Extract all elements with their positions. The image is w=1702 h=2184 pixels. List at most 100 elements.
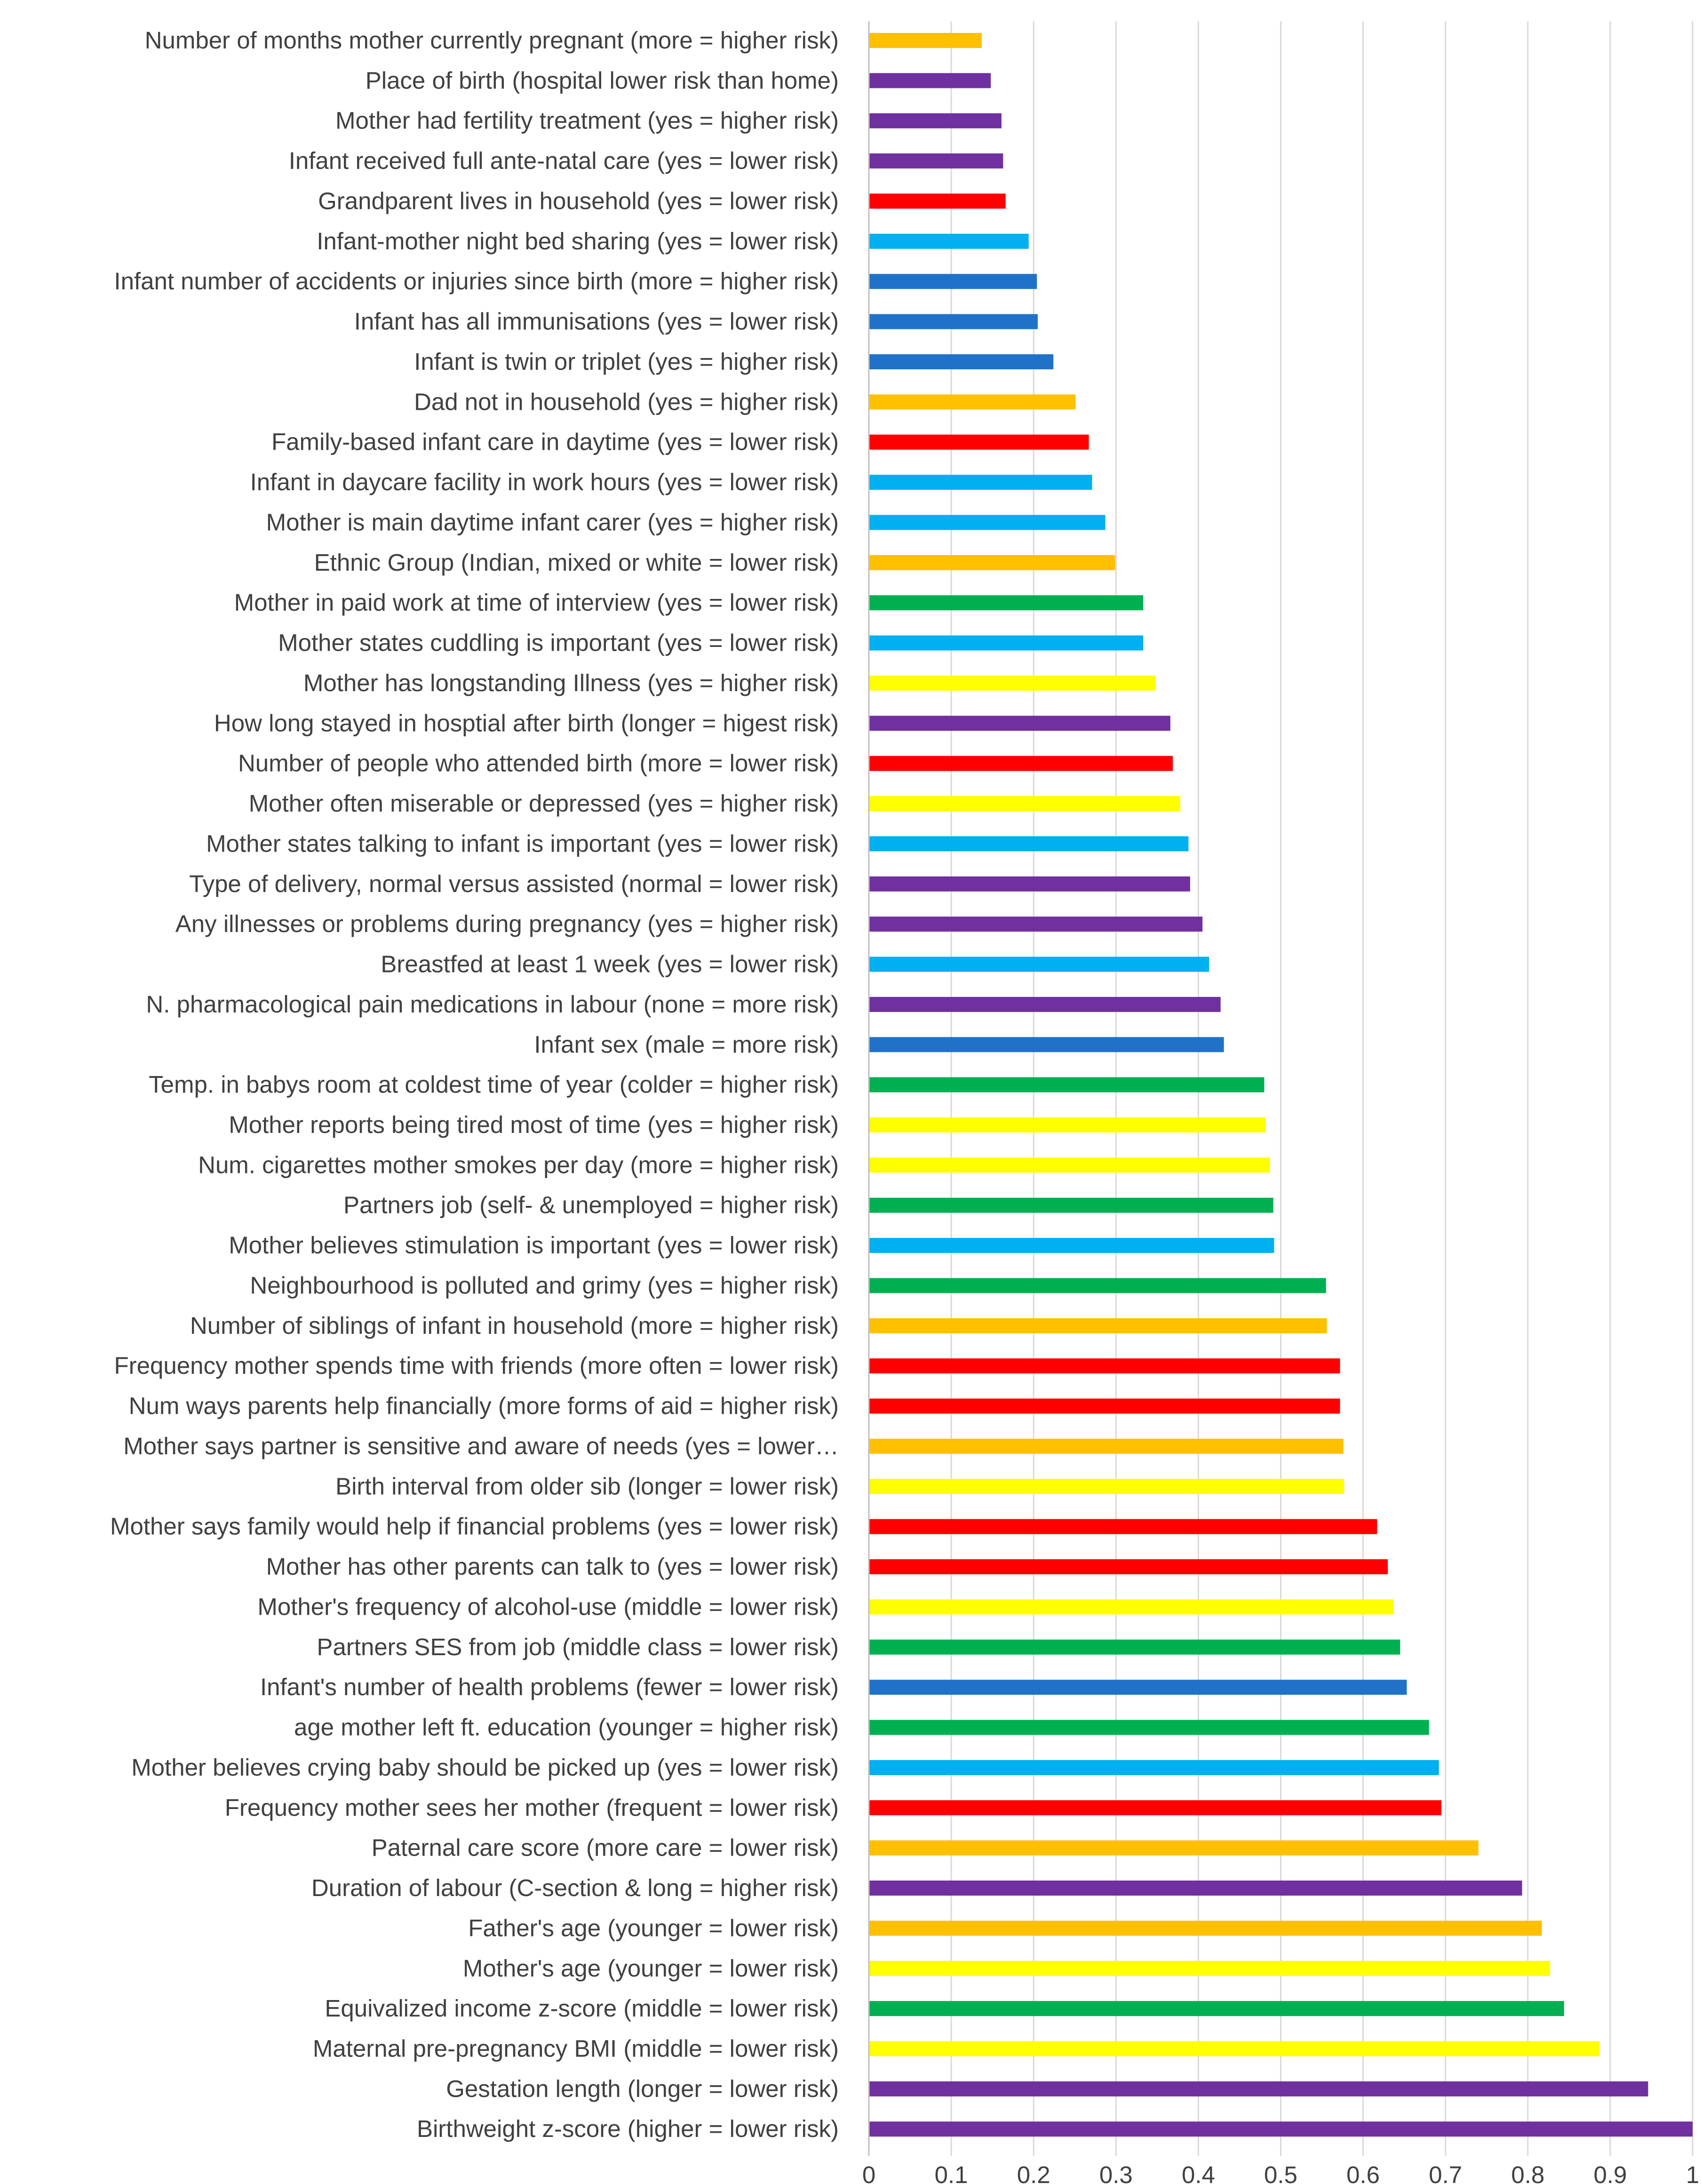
- category-label: Mother says family would help if financi…: [110, 1513, 839, 1540]
- category-label: Mother often miserable or depressed (yes…: [249, 790, 839, 817]
- bar: [869, 394, 1076, 410]
- category-label: Infant has all immunisations (yes = lowe…: [354, 308, 839, 335]
- category-label: Place of birth (hospital lower risk than…: [366, 67, 839, 94]
- category-label: Dad not in household (yes = higher risk): [414, 388, 839, 415]
- category-label: Mother says partner is sensitive and awa…: [123, 1433, 839, 1459]
- bar: [869, 193, 1006, 209]
- category-label: Mother states cuddling is important (yes…: [278, 630, 839, 656]
- bar: [869, 716, 1170, 731]
- bar: [869, 956, 1209, 972]
- category-label: Mother's age (younger = lower risk): [463, 1955, 839, 1982]
- bar: [869, 1037, 1224, 1052]
- bar: [869, 876, 1190, 892]
- bar: [869, 595, 1144, 611]
- category-label: Birth interval from older sib (longer = …: [335, 1473, 839, 1499]
- category-label: Birthweight z-score (higher = lower risk…: [417, 2115, 839, 2142]
- category-label: Infant-mother night bed sharing (yes = l…: [317, 228, 839, 255]
- category-label: How long stayed in hosptial after birth …: [214, 709, 839, 736]
- bar: [869, 314, 1038, 329]
- category-label: Maternal pre-pregnancy BMI (middle = low…: [313, 2035, 839, 2062]
- bar: [869, 1519, 1377, 1534]
- x-tick-label: 0.5: [1264, 2161, 1297, 2184]
- bar: [869, 836, 1189, 852]
- category-label: Number of months mother currently pregna…: [145, 27, 839, 54]
- bar: [869, 1680, 1407, 1695]
- category-label: Type of delivery, normal versus assisted…: [189, 870, 839, 897]
- bar: [869, 1238, 1274, 1253]
- bar: [869, 2081, 1648, 2096]
- category-label: Frequency mother sees her mother (freque…: [225, 1794, 839, 1821]
- category-label: Num ways parents help financially (more …: [129, 1393, 839, 1419]
- bar: [869, 1800, 1441, 1816]
- bar: [869, 1318, 1327, 1333]
- bar: [869, 1760, 1439, 1775]
- category-label: Family-based infant care in daytime (yes…: [271, 429, 839, 455]
- category-label: Breastfed at least 1 week (yes = lower r…: [381, 951, 839, 978]
- category-label: Infant received full ante-natal care (ye…: [289, 147, 839, 174]
- category-label: Num. cigarettes mother smokes per day (m…: [198, 1151, 839, 1178]
- bar: [869, 2041, 1600, 2056]
- bar: [869, 1961, 1551, 1976]
- category-label: Ethnic Group (Indian, mixed or white = l…: [314, 549, 839, 576]
- bar: [869, 1479, 1344, 1494]
- category-label: Mother in paid work at time of interview…: [234, 589, 839, 616]
- bar: [869, 475, 1092, 490]
- bar: [869, 153, 1003, 169]
- category-label: Mother believes stimulation is important…: [229, 1232, 839, 1259]
- category-labels: Number of months mother currently pregna…: [110, 27, 839, 2142]
- category-label: Frequency mother spends time with friend…: [114, 1352, 839, 1379]
- gridlines: [950, 21, 1694, 2156]
- bar: [869, 2121, 1693, 2137]
- bar: [869, 1278, 1326, 1293]
- bar: [869, 1720, 1429, 1735]
- category-label: Duration of labour (C-section & long = h…: [311, 1874, 839, 1901]
- category-label: Father's age (younger = lower risk): [468, 1914, 839, 1941]
- x-tick-label: 0.8: [1511, 2161, 1544, 2184]
- bar: [869, 555, 1115, 570]
- bar: [869, 635, 1144, 651]
- bar: [869, 1639, 1400, 1655]
- category-label: Mother believes crying baby should be pi…: [131, 1754, 839, 1781]
- category-label: Number of people who attended birth (mor…: [238, 750, 839, 777]
- x-tick-label: 0.2: [1017, 2161, 1050, 2184]
- bar: [869, 1559, 1388, 1575]
- category-label: age mother left ft. education (younger =…: [294, 1714, 839, 1741]
- category-label: Equivalized income z-score (middle = low…: [325, 1995, 839, 2022]
- bar: [869, 1921, 1542, 1936]
- bar: [869, 113, 1002, 128]
- category-label: Number of siblings of infant in househol…: [190, 1312, 839, 1339]
- bar: [869, 1599, 1394, 1615]
- x-tick-label: 0: [862, 2161, 875, 2184]
- bar: [869, 1438, 1344, 1454]
- bar: [869, 233, 1029, 249]
- category-label: Mother states talking to infant is impor…: [206, 830, 839, 857]
- x-tick-label: 0.3: [1099, 2161, 1133, 2184]
- x-axis: 0 0.1 0.2 0.3 0.4 0.5 0.6 0.7 0.8 0.9 1: [862, 21, 1699, 2184]
- category-label: Any illnesses or problems during pregnan…: [175, 910, 839, 937]
- bar: [869, 1117, 1266, 1132]
- bar: [869, 2001, 1564, 2017]
- bar: [869, 1840, 1479, 1856]
- bar: [869, 796, 1180, 812]
- category-label: Mother had fertility treatment (yes = hi…: [335, 107, 839, 134]
- category-label: Infant in daycare facility in work hours…: [250, 469, 839, 495]
- category-label: N. pharmacological pain medications in l…: [146, 991, 839, 1018]
- bar: [869, 1077, 1265, 1092]
- bar: [869, 1197, 1273, 1213]
- bar: [869, 274, 1037, 289]
- bar: [869, 434, 1089, 450]
- x-tick-label: 0.4: [1182, 2161, 1215, 2184]
- bar: [869, 996, 1221, 1012]
- bar: [869, 917, 1203, 932]
- category-label: Infant's number of health problems (fewe…: [260, 1674, 839, 1700]
- bar: [869, 1881, 1522, 1896]
- category-label: Partners job (self- & unemployed = highe…: [343, 1192, 839, 1219]
- category-label: Partners SES from job (middle class = lo…: [317, 1634, 839, 1660]
- category-label: Mother has other parents can talk to (ye…: [266, 1553, 839, 1580]
- x-tick-label: 0.9: [1593, 2161, 1627, 2184]
- category-label: Infant number of accidents or injuries s…: [114, 268, 839, 295]
- category-label: Gestation length (longer = lower risk): [446, 2075, 839, 2102]
- bar: [869, 675, 1156, 691]
